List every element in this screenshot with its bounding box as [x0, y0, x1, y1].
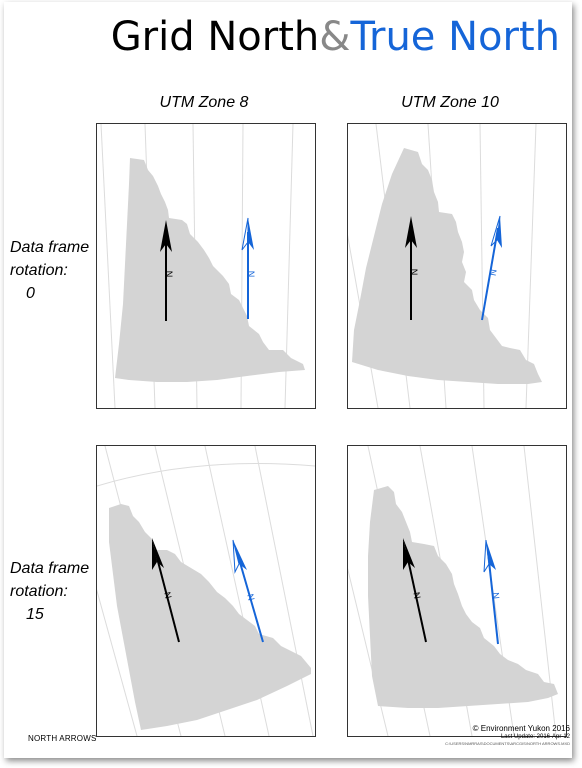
- copyright-text: © Environment Yukon 2016: [472, 724, 570, 733]
- rotation-value: 15: [26, 606, 44, 623]
- arrow-label-n: N: [409, 269, 419, 276]
- arrow-label-n: N: [164, 271, 174, 278]
- row-label-line1: Data frame: [10, 560, 90, 577]
- arrow-label-n: N: [411, 591, 422, 599]
- layout-name: NORTH ARROWS: [28, 734, 97, 743]
- grid-north-arrow: N: [152, 538, 180, 643]
- title-true-north: True North: [350, 14, 560, 60]
- true-north-arrow: N: [241, 217, 256, 319]
- grid-north-arrow: N: [403, 538, 427, 643]
- grid-north-arrow: N: [405, 216, 419, 320]
- row-label-line1: Data frame: [10, 239, 90, 256]
- yukon-territory: [115, 158, 305, 382]
- true-north-arrow: N: [481, 215, 502, 321]
- arrow-label-n: N: [162, 591, 173, 600]
- map-panel-zone8-rot15: N N: [96, 445, 316, 737]
- title-ampersand: &: [319, 14, 351, 60]
- map-panel-zone10-rot15: N N: [347, 445, 567, 737]
- arrow-label-n: N: [491, 592, 502, 600]
- arrow-label-n: N: [487, 268, 498, 276]
- grid-north-arrow: N: [160, 220, 174, 321]
- arrow-label-n: N: [246, 271, 256, 278]
- column-header-zone-10: UTM Zone 10: [401, 94, 499, 111]
- footer-credits: © Environment Yukon 2016 Last Update: 20…: [445, 724, 570, 746]
- page-title: Grid North&True North: [111, 14, 560, 60]
- true-north-arrow: N: [483, 539, 502, 645]
- yukon-territory: [368, 486, 558, 708]
- rotation-value: 0: [26, 285, 35, 302]
- document-path: C:\USERS\NMRRAS\DOCUMENTS\ARCGIS\NORTH A…: [445, 741, 570, 746]
- yukon-territory: [109, 504, 311, 730]
- row-label-line2: rotation:: [10, 583, 68, 600]
- column-header-zone-8: UTM Zone 8: [159, 94, 249, 111]
- row-label-line2: rotation:: [10, 262, 68, 279]
- row-label-rotation-0: Data frame rotation: 0: [10, 236, 89, 305]
- row-label-rotation-15: Data frame rotation: 15: [10, 557, 89, 626]
- yukon-territory: [352, 148, 542, 384]
- arrow-label-n: N: [245, 593, 256, 602]
- last-update-text: Last Update: 2016-Apr-12: [500, 734, 570, 740]
- map-panel-zone8-rot0: N N: [96, 123, 316, 409]
- map-panel-zone10-rot0: N N: [347, 123, 567, 409]
- true-north-arrow: N: [232, 539, 264, 643]
- title-grid-north: Grid North: [110, 14, 320, 60]
